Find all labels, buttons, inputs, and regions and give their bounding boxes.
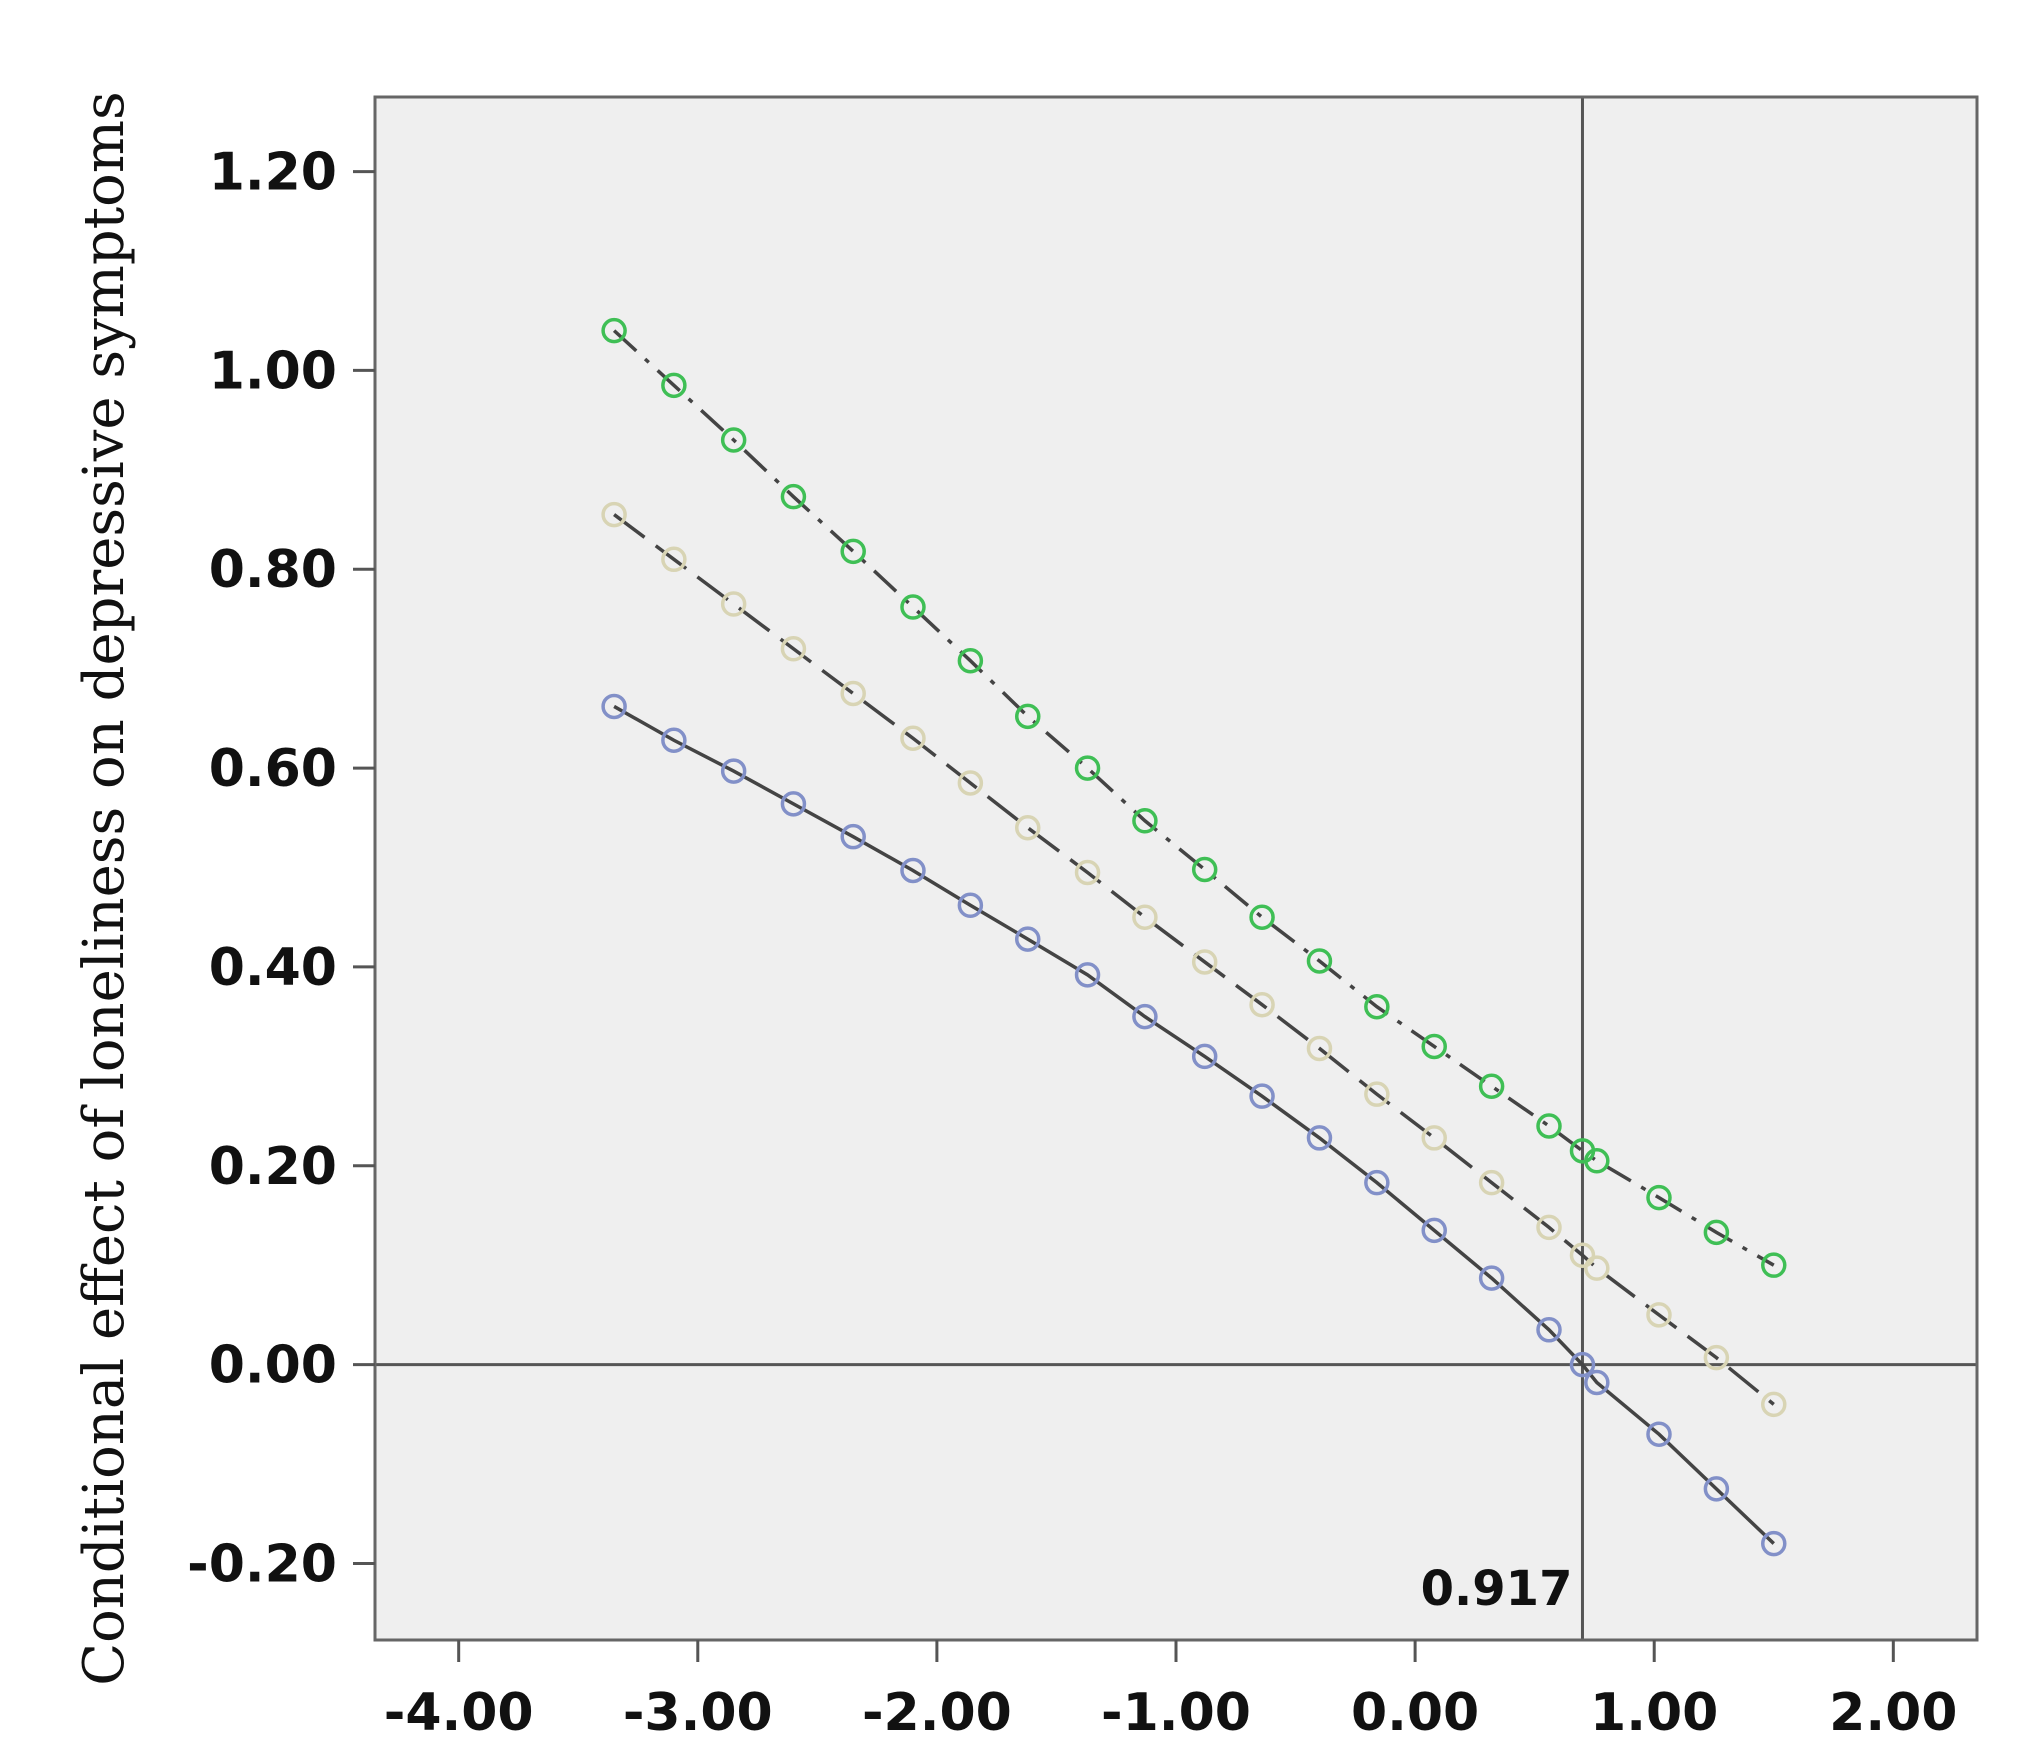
data-point [1536, 1113, 1562, 1139]
data-point [1074, 859, 1101, 886]
data-point [1478, 1073, 1505, 1099]
data-point [1703, 1344, 1730, 1371]
data-point [601, 317, 627, 344]
x-tick-label: -1.00 [1101, 1683, 1251, 1743]
data-point [900, 725, 926, 752]
plot-area [375, 97, 1977, 1640]
data-point [1191, 856, 1218, 883]
y-axis: -0.20 0.00 0.20 0.40 0.60 0.80 1.00 1.20 [187, 143, 375, 1594]
y-tick-label: 0.40 [209, 938, 337, 998]
data-point [601, 693, 627, 720]
data-point [1536, 1317, 1562, 1343]
data-point [1364, 1081, 1390, 1107]
data-point [601, 501, 627, 528]
data-point [1249, 1083, 1275, 1109]
y-tick-label: 0.00 [209, 1336, 337, 1396]
series-3 [601, 693, 1787, 1557]
data-point [840, 823, 866, 850]
data-point [661, 372, 687, 399]
data-point [1646, 1302, 1672, 1328]
data-point [1646, 1184, 1672, 1211]
series-line [612, 329, 1775, 1267]
series-1 [601, 317, 1787, 1278]
y-tick-label: 0.20 [209, 1137, 337, 1197]
y-tick-label: 0.60 [209, 739, 337, 799]
data-point [957, 892, 984, 919]
data-point [1191, 1043, 1218, 1070]
x-tick-label: 1.00 [1590, 1683, 1718, 1743]
data-point [1015, 814, 1041, 841]
data-point [957, 770, 984, 796]
data-point [957, 647, 984, 674]
series-layer [601, 317, 1787, 1557]
data-point [1249, 904, 1275, 930]
data-point [780, 791, 807, 817]
data-point [1132, 808, 1158, 834]
data-point [1761, 1391, 1787, 1418]
data-point [1306, 1125, 1333, 1151]
y-tick-label: -0.20 [187, 1534, 337, 1594]
data-point [1132, 904, 1158, 930]
data-point [1569, 1351, 1596, 1378]
data-point [1584, 1255, 1610, 1281]
x-tick-label: -4.00 [384, 1683, 534, 1743]
data-point [1761, 1252, 1787, 1278]
data-point [1191, 949, 1218, 975]
data-point [1761, 1530, 1787, 1557]
data-point [661, 546, 687, 573]
data-point [1074, 962, 1101, 988]
data-point [1703, 1476, 1730, 1502]
data-point [1703, 1219, 1730, 1246]
data-point [1421, 1033, 1447, 1060]
data-point [1249, 991, 1275, 1018]
data-point [1569, 1242, 1596, 1268]
data-point [780, 636, 807, 662]
data-point [1132, 1003, 1158, 1030]
x-tick-label: 0.00 [1351, 1683, 1479, 1743]
data-point [1421, 1217, 1447, 1244]
data-point [1015, 926, 1041, 952]
data-point [840, 680, 866, 707]
x-tick-label: 2.00 [1829, 1683, 1957, 1743]
x-tick-label: -2.00 [862, 1683, 1012, 1743]
y-axis-title: Conditional effect of loneliness on depr… [72, 91, 137, 1685]
data-point [900, 857, 926, 884]
x-tick-label: -3.00 [623, 1683, 773, 1743]
data-point [720, 591, 747, 617]
data-point [1364, 993, 1390, 1020]
data-point [840, 538, 866, 565]
reference-line-label: 0.917 [1421, 1561, 1573, 1617]
data-point [1306, 948, 1333, 974]
data-point [1646, 1421, 1672, 1447]
x-axis: -4.00 -3.00 -2.00 -1.00 0.00 1.00 2.00 [384, 1640, 1957, 1743]
data-point [1421, 1125, 1447, 1151]
data-point [720, 758, 747, 784]
data-point [1306, 1035, 1333, 1062]
data-point [780, 483, 807, 510]
series-2 [601, 501, 1787, 1418]
data-point [1074, 755, 1101, 781]
data-point [1364, 1169, 1390, 1196]
data-point [1584, 1369, 1610, 1396]
data-point [661, 727, 687, 753]
y-tick-label: 1.00 [209, 341, 337, 401]
data-point [1478, 1169, 1505, 1196]
data-point [1015, 703, 1041, 730]
data-point [720, 427, 747, 453]
y-tick-label: 1.20 [209, 143, 337, 203]
data-point [1584, 1148, 1610, 1174]
data-point [1478, 1265, 1505, 1291]
data-point [1536, 1214, 1562, 1241]
data-point [900, 594, 926, 620]
y-tick-label: 0.80 [209, 540, 337, 600]
